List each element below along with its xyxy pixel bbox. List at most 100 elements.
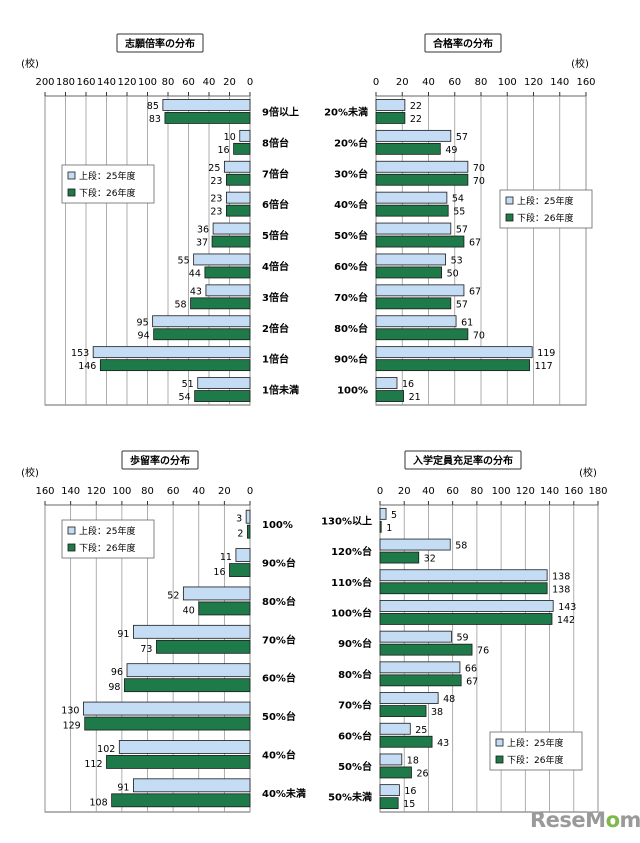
bar-2014 [375, 235, 465, 248]
bar-2013 [126, 663, 251, 678]
bar-2013 [133, 624, 251, 639]
category-label: 60%台 [338, 729, 372, 742]
data-label: 67 [466, 676, 478, 687]
bar-2014 [211, 235, 251, 248]
category-label: 130%以上 [321, 514, 372, 527]
legend-swatch-lower [67, 543, 76, 552]
tick-label: 60 [446, 486, 459, 497]
bar-2013 [245, 509, 251, 524]
tick-label: 20 [218, 486, 231, 497]
tick-label: 40 [422, 77, 435, 88]
bar-2014 [156, 639, 251, 654]
legend-label-lower: 下段：26年度 [79, 187, 135, 199]
category-label: 90%台 [262, 557, 296, 570]
data-label: 130 [61, 706, 79, 717]
data-label: 43 [437, 738, 449, 749]
tick-label: 80 [471, 486, 484, 497]
data-label: 58 [174, 299, 186, 310]
data-label: 23 [210, 176, 222, 187]
unit-label: (校) [21, 57, 39, 70]
bar-2014 [375, 112, 406, 124]
data-label: 32 [424, 554, 436, 565]
bar-2014 [379, 735, 433, 748]
data-label: 38 [431, 707, 443, 718]
tick-label: 180 [56, 77, 75, 88]
chart-panel-2: 合格率の分布 (校) 0 20 40 60 80 100 120 140 160 20%未満 22 22 2… [324, 33, 596, 406]
data-label: 96 [111, 667, 123, 678]
data-label: 23 [210, 207, 222, 218]
category-label: 60%台 [262, 672, 296, 685]
bar-2013 [92, 346, 251, 359]
bar-2013 [193, 253, 251, 266]
bar-2014 [124, 678, 251, 693]
bar-2014 [375, 266, 443, 279]
data-label: 70 [473, 176, 485, 187]
category-label: 5倍台 [262, 229, 289, 242]
data-label: 50 [447, 268, 459, 279]
category-label: 70%台 [262, 633, 296, 646]
bar-2013 [375, 253, 446, 266]
category-label: 2倍台 [262, 322, 289, 335]
bar-2013 [379, 753, 403, 766]
category-label: 120%台 [331, 545, 372, 558]
bar-2014 [375, 142, 441, 155]
tick-label: 40 [192, 486, 205, 497]
tick-label: 100 [492, 486, 511, 497]
category-label: 50%台 [262, 710, 296, 723]
data-label: 52 [167, 590, 179, 601]
bar-2013 [375, 315, 457, 328]
category-label: 6倍台 [262, 198, 289, 211]
tick-label: 140 [97, 77, 116, 88]
category-label: 20%台 [334, 136, 368, 149]
data-label: 16 [218, 145, 230, 156]
resemom-logo: ReseMom [530, 808, 640, 832]
category-label: 80%台 [338, 668, 372, 681]
data-label: 11 [220, 552, 232, 563]
bar-2013 [375, 129, 452, 142]
bar-2013 [379, 569, 548, 582]
bar-2014 [153, 328, 251, 341]
bar-2013 [375, 284, 465, 297]
tick-label: 140 [550, 77, 569, 88]
tick-label: 60 [182, 77, 195, 88]
chart-title: 入学定員充足率の分布 [413, 454, 513, 467]
bar-2013 [375, 99, 406, 111]
data-label: 15 [403, 799, 415, 810]
category-label: 60%台 [334, 260, 368, 273]
data-label: 18 [407, 755, 419, 766]
data-label: 119 [537, 348, 555, 359]
bar-2013 [235, 548, 251, 562]
bar-2014 [379, 797, 399, 810]
category-label: 3倍台 [262, 291, 289, 304]
chart-title: 歩留率の分布 [130, 454, 190, 467]
bar-2013 [197, 377, 251, 389]
bar-2014 [379, 705, 427, 717]
bar-2014 [375, 390, 404, 402]
data-label: 73 [140, 644, 152, 655]
chart-title: 志願倍率の分布 [125, 37, 195, 50]
tick-label: 80 [162, 77, 175, 88]
data-label: 23 [210, 194, 222, 205]
category-label: 80%台 [262, 595, 296, 608]
data-label: 76 [477, 646, 489, 657]
data-label: 5 [391, 510, 397, 521]
data-label: 94 [138, 330, 150, 341]
data-label: 16 [213, 567, 225, 578]
legend-swatch-lower [505, 213, 514, 222]
data-label: 108 [89, 797, 107, 808]
tick-label: 40 [422, 486, 435, 497]
legend-label-upper: 上段：25年度 [517, 195, 573, 207]
category-label: 100% [262, 520, 293, 531]
bar-2014 [379, 766, 412, 779]
legend-swatch-upper [67, 526, 76, 535]
unit-label: (校) [21, 466, 39, 479]
category-label: 70%台 [338, 699, 372, 712]
bar-2014 [190, 297, 251, 310]
bar-2014 [194, 390, 251, 402]
category-label: 40%台 [262, 748, 296, 761]
chart-panel-1: 志願倍率の分布(校)200 180 160 140 120 100 80 60 40 20 09倍以… [21, 33, 299, 406]
data-label: 61 [461, 317, 473, 328]
bar-2014 [379, 613, 553, 625]
data-label: 54 [179, 392, 191, 403]
